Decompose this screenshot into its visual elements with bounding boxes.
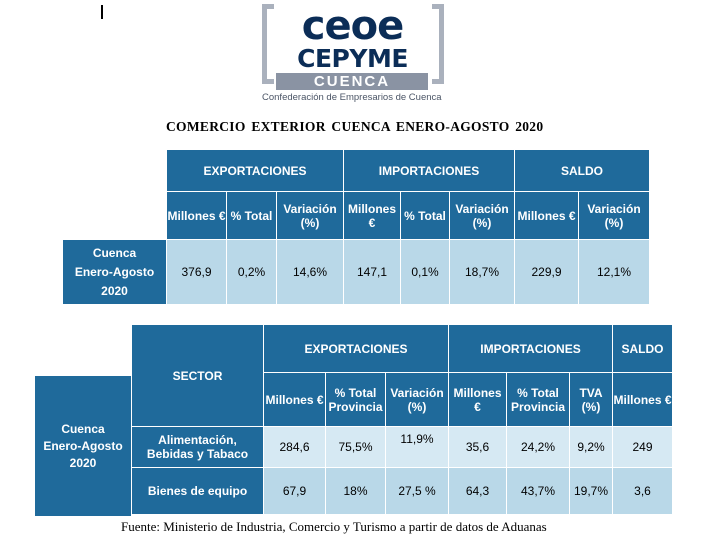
sector-group-importaciones: IMPORTACIONES bbox=[448, 324, 613, 373]
sector-cell: 67,9 bbox=[263, 467, 326, 515]
text-cursor bbox=[101, 5, 103, 19]
summary-cell: 376,9 bbox=[166, 239, 227, 305]
summary-group-exportaciones: EXPORTACIONES bbox=[166, 149, 344, 192]
sector-subheader: % Total Provincia bbox=[325, 372, 386, 427]
logo-bracket-right bbox=[432, 4, 444, 84]
sector-name: Bebidas y Tabaco bbox=[146, 447, 249, 461]
sector-subheader: Millones € bbox=[263, 372, 326, 427]
summary-subheader: Variación (%) bbox=[449, 191, 515, 240]
row-label-line: Enero-Agosto bbox=[74, 264, 155, 279]
source-footnote: Fuente: Ministerio de Industria, Comerci… bbox=[121, 519, 547, 534]
summary-group-importaciones: IMPORTACIONES bbox=[343, 149, 515, 192]
sector-cell: 284,6 bbox=[263, 426, 326, 468]
row-label-line: 2020 bbox=[101, 283, 128, 298]
summary-subheader: % Total bbox=[400, 191, 450, 240]
row-label-line: Cuenca bbox=[92, 245, 137, 260]
summary-table: EXPORTACIONES IMPORTACIONES SALDO Millon… bbox=[166, 149, 650, 305]
sector-subheader: % Total Provincia bbox=[506, 372, 570, 427]
row-label-line: Cuenca bbox=[61, 421, 105, 436]
logo-cuenca: CUENCA bbox=[276, 73, 428, 90]
sector-cell: 27,5 % bbox=[385, 467, 449, 515]
summary-cell: 18,7% bbox=[449, 239, 515, 305]
summary-subheader: Variación (%) bbox=[578, 191, 650, 240]
logo-bracket-left bbox=[262, 4, 274, 84]
row-label-line: 2020 bbox=[69, 455, 97, 470]
sector-header: SECTOR bbox=[131, 324, 264, 427]
summary-cell: 229,9 bbox=[514, 239, 579, 305]
summary-subheader: Variación (%) bbox=[276, 191, 344, 240]
row-label-line: Enero-Agosto bbox=[43, 438, 123, 453]
sector-subheader: Millones € bbox=[448, 372, 507, 427]
sector-cell: 3,6 bbox=[612, 467, 673, 515]
sector-name: Alimentación, bbox=[158, 433, 237, 447]
sector-group-exportaciones: EXPORTACIONES bbox=[263, 324, 449, 373]
summary-cell: 0,2% bbox=[226, 239, 277, 305]
logo-ceoe: ceoe bbox=[301, 3, 404, 49]
sector-row-label: Cuenca Enero-Agosto 2020 bbox=[34, 375, 132, 517]
sector-subheader: Millones € bbox=[612, 372, 673, 427]
sector-name: Bienes de equipo bbox=[147, 484, 248, 498]
sector-cell: 9,2% bbox=[569, 426, 613, 468]
sector-subheader: TVA (%) bbox=[569, 372, 613, 427]
summary-subheader: Millones € bbox=[514, 191, 579, 240]
summary-subheader: % Total bbox=[226, 191, 277, 240]
logo-tagline: Confederación de Empresarios de Cuenca bbox=[262, 92, 442, 103]
summary-subheader: Millones € bbox=[343, 191, 401, 240]
summary-row-label: Cuenca Enero-Agosto 2020 bbox=[62, 239, 167, 305]
sector-table: SECTOR EXPORTACIONES IMPORTACIONES SALDO… bbox=[131, 324, 673, 515]
sector-group-saldo: SALDO bbox=[612, 324, 673, 373]
ceoe-cepyme-logo: ceoe CEPYME CUENCA Confederación de Empr… bbox=[262, 4, 446, 108]
sector-cell: 64,3 bbox=[448, 467, 507, 515]
sector-cell: 11,9% bbox=[385, 426, 449, 468]
summary-group-saldo: SALDO bbox=[514, 149, 650, 192]
sector-cell: 35,6 bbox=[448, 426, 507, 468]
sector-cell: 75,5% bbox=[325, 426, 386, 468]
logo-cepyme: CEPYME bbox=[297, 44, 408, 73]
sector-cell: 249 bbox=[612, 426, 673, 468]
summary-cell: 0,1% bbox=[400, 239, 450, 305]
summary-subheader: Millones € bbox=[166, 191, 227, 240]
sector-cell: 24,2% bbox=[506, 426, 570, 468]
summary-cell: 12,1% bbox=[578, 239, 650, 305]
summary-cell: 14,6% bbox=[276, 239, 344, 305]
sector-subheader: Variación (%) bbox=[385, 372, 449, 427]
sector-cell: 18% bbox=[325, 467, 386, 515]
summary-cell: 147,1 bbox=[343, 239, 401, 305]
document-title: COMERCIO EXTERIOR CUENCA ENERO-AGOSTO 20… bbox=[166, 119, 544, 134]
sector-cell: 19,7% bbox=[569, 467, 613, 515]
sector-cell: 43,7% bbox=[506, 467, 570, 515]
